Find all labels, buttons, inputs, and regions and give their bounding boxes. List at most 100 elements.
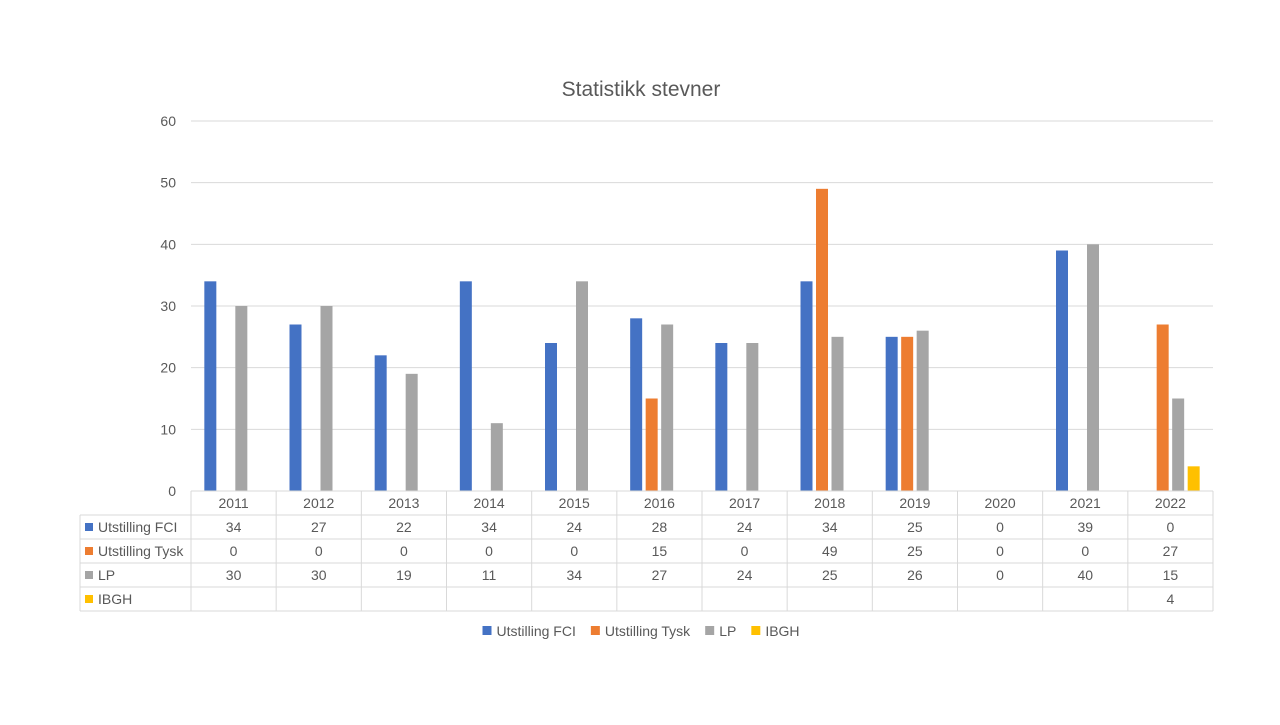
x-tick-label: 2013 <box>388 495 419 511</box>
data-label: 27 <box>652 567 668 583</box>
data-label: 34 <box>822 519 838 535</box>
data-label: 0 <box>400 543 408 559</box>
legend-item: Utstilling Tysk <box>590 623 691 639</box>
bar <box>545 343 557 491</box>
table-series-name: Utstilling Tysk <box>98 543 184 559</box>
data-label: 24 <box>566 519 582 535</box>
x-tick-label: 2011 <box>219 495 249 511</box>
bar <box>1087 244 1099 491</box>
data-label: 25 <box>907 519 923 535</box>
data-label: 34 <box>226 519 242 535</box>
legend-item: LP <box>705 623 736 639</box>
bar <box>916 330 929 491</box>
y-tick-label: 10 <box>160 421 176 437</box>
bar <box>1056 250 1068 491</box>
data-label: 0 <box>1167 519 1175 535</box>
bar <box>459 281 472 491</box>
data-label: 30 <box>226 567 242 583</box>
x-tick-label: 2019 <box>899 495 930 511</box>
data-label: 0 <box>741 543 749 559</box>
y-tick-label: 30 <box>160 298 176 314</box>
data-label: 28 <box>652 519 668 535</box>
legend-swatch <box>590 626 600 635</box>
data-label: 40 <box>1077 567 1093 583</box>
data-label: 25 <box>822 567 838 583</box>
bar <box>576 281 588 491</box>
bar <box>235 306 248 491</box>
bar <box>1172 398 1185 491</box>
table-series-name: IBGH <box>98 591 132 607</box>
data-label: 49 <box>822 543 838 559</box>
data-label: 4 <box>1167 591 1175 607</box>
data-label: 0 <box>570 543 578 559</box>
bar <box>405 373 418 491</box>
data-label: 30 <box>311 567 327 583</box>
data-label: 0 <box>996 519 1004 535</box>
legend-items: Utstilling FCI Utstilling Tysk LP IBGH <box>482 623 800 639</box>
data-label: 0 <box>996 567 1004 583</box>
data-label: 15 <box>1163 567 1179 583</box>
y-tick-label: 50 <box>160 175 176 191</box>
x-tick-label: 2016 <box>644 495 675 511</box>
chart-title: Statistikk stevner <box>562 78 721 101</box>
x-tick-label: 2020 <box>985 495 1016 511</box>
data-label: 0 <box>315 543 323 559</box>
y-tick-label: 60 <box>160 113 176 129</box>
y-axis-tick-labels: 0 10 20 30 40 50 60 <box>160 113 176 499</box>
bar <box>661 324 674 491</box>
x-tick-label: 2022 <box>1155 495 1186 511</box>
bar <box>901 336 914 491</box>
bar <box>320 306 333 491</box>
bar <box>204 281 217 491</box>
bar <box>490 423 503 491</box>
table-legend-key <box>85 523 93 531</box>
data-label: 27 <box>311 519 327 535</box>
table-series-name: Utstilling FCI <box>98 519 177 535</box>
data-label: 0 <box>485 543 493 559</box>
x-tick-label: 2015 <box>559 495 590 511</box>
data-label: 24 <box>737 567 753 583</box>
bar <box>885 336 898 491</box>
data-label: 0 <box>996 543 1004 559</box>
legend-item: Utstilling FCI <box>482 623 576 639</box>
gridlines <box>191 120 1213 430</box>
data-label: 0 <box>1081 543 1089 559</box>
table-legend-key <box>85 595 93 603</box>
bar <box>374 355 387 491</box>
x-tick-label: 2012 <box>303 495 334 511</box>
bars <box>204 188 1200 491</box>
bar <box>715 343 728 491</box>
legend-swatch <box>705 626 715 635</box>
y-tick-label: 20 <box>160 360 176 376</box>
y-tick-label: 40 <box>160 236 176 252</box>
bar <box>816 188 828 491</box>
data-label: 19 <box>396 567 412 583</box>
data-label: 34 <box>566 567 582 583</box>
bar <box>289 324 302 491</box>
bar <box>645 398 658 491</box>
x-tick-label: 2018 <box>814 495 845 511</box>
data-label: 39 <box>1077 519 1093 535</box>
legend: Utstilling FCI Utstilling Tysk LP IBGH <box>482 623 800 639</box>
data-label: 26 <box>907 567 923 583</box>
bar <box>746 343 759 491</box>
data-label: 22 <box>396 519 412 535</box>
legend-item: IBGH <box>751 623 800 639</box>
data-label: 15 <box>652 543 668 559</box>
legend-label: IBGH <box>765 623 799 639</box>
legend-label: LP <box>719 623 736 639</box>
data-label: 0 <box>230 543 238 559</box>
data-label: 11 <box>482 567 497 583</box>
bar <box>1187 466 1200 491</box>
x-tick-label: 2021 <box>1070 495 1101 511</box>
bar <box>831 336 844 491</box>
bar <box>630 318 643 491</box>
legend-swatch <box>751 626 761 635</box>
legend-label: Utstilling Tysk <box>605 623 691 639</box>
table-legend-key <box>85 547 93 555</box>
legend-label: Utstilling FCI <box>497 623 576 639</box>
bar <box>1156 324 1169 491</box>
table-series-name: LP <box>98 567 115 583</box>
legend-swatch <box>482 626 492 635</box>
